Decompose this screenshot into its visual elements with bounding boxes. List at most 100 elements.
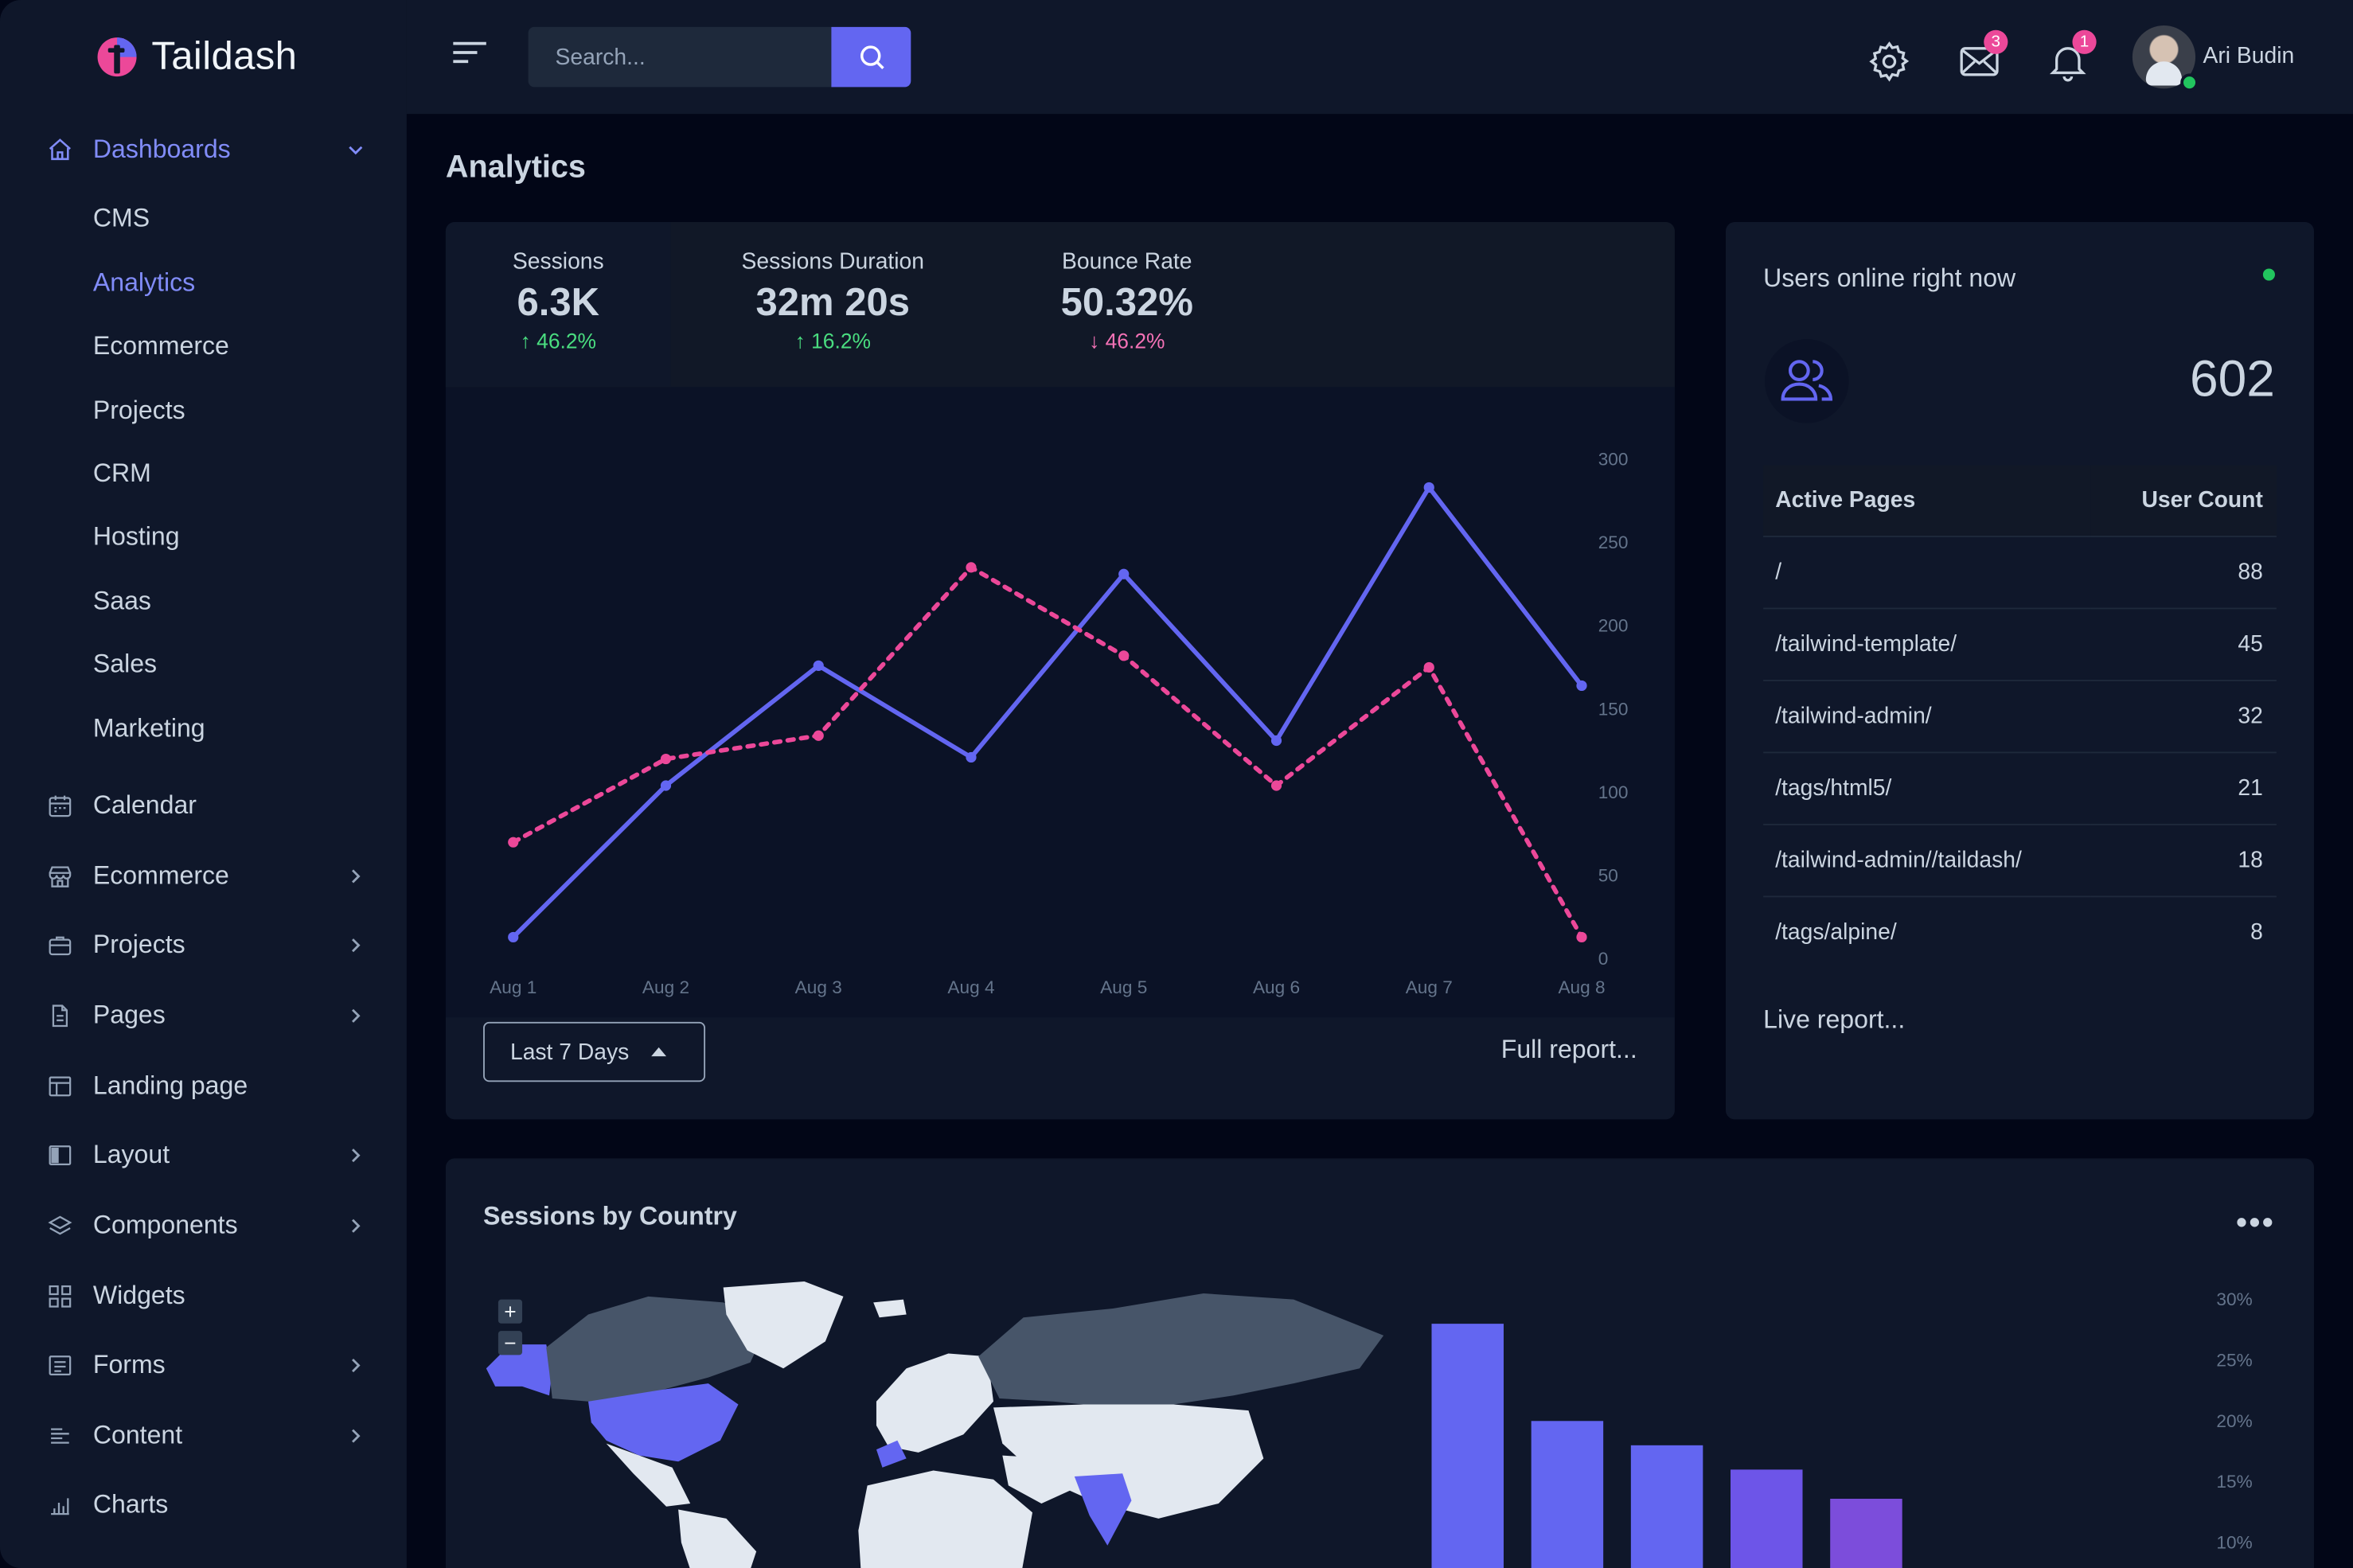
home-icon bbox=[45, 135, 76, 166]
sidebar-item-forms[interactable]: Forms bbox=[45, 1343, 368, 1388]
map-region-alaska bbox=[486, 1344, 552, 1396]
chevron-right-icon bbox=[352, 1219, 361, 1233]
sidebar-item-label: Layout bbox=[92, 1140, 170, 1169]
sidebar-item-label: Pages bbox=[92, 1000, 166, 1030]
x-tick-label: Aug 2 bbox=[642, 977, 689, 997]
series-point-1 bbox=[813, 730, 824, 741]
map-region-usa bbox=[587, 1383, 739, 1462]
sidebar-item-calendar[interactable]: Calendar bbox=[45, 783, 368, 829]
chevron-right-icon bbox=[352, 1358, 361, 1373]
sidebar-item-components[interactable]: Components bbox=[45, 1203, 368, 1249]
sidebar-item-dashboards[interactable]: Dashboards bbox=[45, 127, 368, 173]
column-header-active-pages: Active Pages bbox=[1763, 465, 2091, 536]
sidebar-subitem-crm[interactable]: CRM bbox=[92, 458, 151, 488]
sidebar-layout-icon bbox=[45, 1141, 76, 1171]
chevron-right-icon bbox=[352, 1149, 361, 1163]
user-count: 18 bbox=[2090, 823, 2277, 896]
app-name: Taildash bbox=[151, 33, 298, 79]
x-tick-label: Aug 6 bbox=[1253, 977, 1300, 997]
stats-bar: Sessions 6.3K ↑ 46.2% Sessions Duration … bbox=[445, 222, 1675, 388]
sidebar-item-widgets[interactable]: Widgets bbox=[45, 1274, 368, 1320]
series-line-1 bbox=[510, 565, 1584, 940]
map-region-mideast bbox=[1002, 1455, 1075, 1504]
chevron-right-icon bbox=[352, 1429, 361, 1443]
bar bbox=[1431, 1324, 1504, 1568]
file-icon bbox=[45, 1000, 76, 1031]
stat-delta: ↑ 16.2% bbox=[794, 328, 871, 353]
stat-sessions[interactable]: Sessions 6.3K ↑ 46.2% bbox=[446, 249, 671, 353]
main-content: Analytics Sessions 6.3K ↑ 46.2% Sessions… bbox=[406, 114, 2353, 1568]
bell-icon bbox=[2049, 47, 2086, 82]
stat-bounce-rate[interactable]: Bounce Rate 50.32% ↓ 46.2% bbox=[1014, 249, 1239, 353]
stat-delta: ↑ 46.2% bbox=[520, 328, 596, 353]
y-tick-label: 150 bbox=[1598, 699, 1629, 719]
sidebar-subitem-ecommerce[interactable]: Ecommerce bbox=[92, 331, 229, 361]
more-options-icon[interactable]: ••• bbox=[2235, 1203, 2275, 1242]
analytics-card: Sessions 6.3K ↑ 46.2% Sessions Duration … bbox=[445, 222, 1675, 1120]
sidebar-item-ecommerce[interactable]: Ecommerce bbox=[45, 854, 368, 899]
messages-button[interactable]: 3 bbox=[1957, 29, 2008, 84]
sidebar-item-landing-page[interactable]: Landing page bbox=[45, 1064, 368, 1110]
top-header: 3 1 Ari Budin bbox=[406, 0, 2353, 115]
full-report-link[interactable]: Full report... bbox=[1500, 1035, 1637, 1064]
series-point-1 bbox=[660, 753, 672, 765]
page-path: /tags/html5/ bbox=[1763, 751, 2091, 824]
sidebar-subitem-projects[interactable]: Projects bbox=[92, 396, 185, 425]
sidebar-item-charts[interactable]: Charts bbox=[45, 1483, 368, 1528]
users-icon bbox=[1781, 360, 1833, 401]
sidebar-subitem-sales[interactable]: Sales bbox=[92, 649, 158, 679]
sidebar-item-layout[interactable]: Layout bbox=[45, 1133, 368, 1178]
sidebar-item-projects[interactable]: Projects bbox=[45, 922, 368, 968]
y-tick-label: 250 bbox=[1598, 532, 1629, 552]
sidebar-subitem-hosting[interactable]: Hosting bbox=[92, 522, 180, 551]
x-tick-label: Aug 5 bbox=[1100, 977, 1147, 997]
search-input[interactable] bbox=[528, 26, 833, 88]
table-row: /88 bbox=[1763, 535, 2277, 608]
stat-sessions-duration[interactable]: Sessions Duration 32m 20s ↑ 16.2% bbox=[720, 249, 946, 353]
series-line-0 bbox=[511, 485, 1584, 939]
card-title: Sessions by Country bbox=[483, 1202, 737, 1231]
table-row: /tailwind-admin//taildash/18 bbox=[1763, 823, 2277, 896]
user-name[interactable]: Ari Budin bbox=[2203, 43, 2295, 69]
map-zoom-in-button[interactable]: + bbox=[498, 1299, 523, 1324]
sidebar-subitem-marketing[interactable]: Marketing bbox=[92, 714, 205, 743]
page-title: Analytics bbox=[445, 150, 586, 185]
active-pages-table: Active Pages User Count /88 /tailwind-te… bbox=[1763, 465, 2277, 968]
map-region-south-america bbox=[678, 1509, 757, 1568]
live-report-link[interactable]: Live report... bbox=[1763, 1005, 1906, 1034]
store-icon bbox=[45, 861, 76, 891]
map-region-asia bbox=[993, 1404, 1264, 1519]
map-zoom-out-button[interactable]: − bbox=[498, 1331, 523, 1355]
users-online-card: Users online right now 602 Active Pages … bbox=[1725, 222, 2314, 1120]
sidebar-subitem-saas[interactable]: Saas bbox=[92, 587, 151, 615]
sessions-line-chart: 0 50 100 150 200 250 300 Aug 1 Aug 2 Aug 3 Aug 4 Au… bbox=[445, 387, 1675, 1018]
page-path: /tailwind-admin//taildash/ bbox=[1763, 823, 2091, 896]
map-region-russia bbox=[978, 1293, 1384, 1408]
stat-delta: ↓ 46.2% bbox=[1089, 328, 1165, 353]
sidebar-subitem-cms[interactable]: CMS bbox=[92, 204, 150, 233]
series-point-0 bbox=[660, 780, 672, 791]
date-range-dropdown[interactable]: Last 7 Days bbox=[483, 1021, 706, 1082]
sidebar-item-content[interactable]: Content bbox=[45, 1414, 368, 1459]
map-region-africa bbox=[858, 1470, 1033, 1568]
sidebar-subitem-analytics[interactable]: Analytics bbox=[92, 268, 196, 298]
online-status-dot bbox=[2180, 73, 2199, 92]
taildash-logo-icon bbox=[97, 37, 137, 76]
brand[interactable]: Taildash bbox=[96, 33, 298, 79]
chevron-right-icon bbox=[352, 938, 361, 953]
avatar[interactable] bbox=[2132, 25, 2199, 92]
series-point-1 bbox=[1118, 650, 1130, 661]
y-tick-label: 15% bbox=[2216, 1472, 2252, 1492]
briefcase-icon bbox=[45, 930, 76, 961]
sidebar-item-pages[interactable]: Pages bbox=[45, 993, 368, 1039]
settings-button[interactable] bbox=[1867, 39, 1912, 84]
sidebar-item-label: Content bbox=[92, 1421, 183, 1450]
series-point-0 bbox=[813, 660, 824, 671]
x-tick-label: Aug 3 bbox=[795, 977, 842, 997]
search-button[interactable] bbox=[831, 26, 911, 88]
sidebar-item-label: Calendar bbox=[92, 790, 197, 820]
x-tick-label: Aug 7 bbox=[1406, 977, 1453, 997]
y-tick-label: 30% bbox=[2216, 1289, 2252, 1309]
notifications-button[interactable]: 1 bbox=[2046, 29, 2097, 84]
menu-toggle-icon[interactable] bbox=[449, 36, 491, 68]
